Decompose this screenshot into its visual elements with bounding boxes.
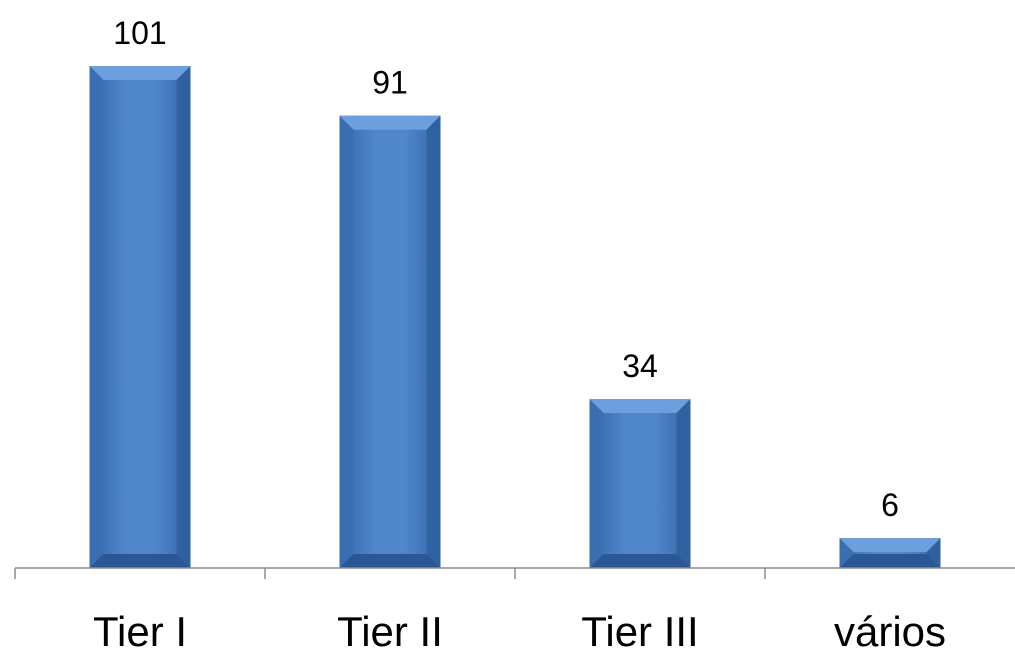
bar-1 [89,66,191,568]
data-label-2: 91 [372,65,408,101]
bar-bevel-left [589,399,604,568]
x-tick-label-1: Tier I [93,608,187,649]
data-label-1: 101 [113,15,166,51]
bar-bevel-bottom [89,554,191,568]
bar-bevel-right [676,399,691,568]
bar-bevel-right [926,538,941,568]
bar-3 [589,399,691,568]
bar-2 [339,115,441,568]
bar-bevel-left [339,115,354,568]
bar-bevel-top [89,66,191,80]
bar-bevel-left [89,66,104,568]
data-label-4: 6 [881,487,899,523]
bar-bevel-top [339,115,441,130]
data-label-3: 34 [622,348,658,384]
bar-bevel-bottom [339,554,441,568]
bar-4 [839,538,941,568]
bar-bevel-right [426,115,441,568]
bar-body [589,399,691,568]
bar-body [89,66,191,568]
data-labels-group: 101 91 34 6 [113,15,899,523]
x-axis: Tier I Tier II Tier III vários [14,567,1015,649]
bar-bevel-left [839,538,854,568]
bar-bevel-top [839,538,941,553]
bar-bevel-bottom [589,554,691,568]
bar-bevel-top [589,399,691,414]
x-tick-label-2: Tier II [337,608,443,649]
bar-bevel-bottom [839,554,941,568]
x-tick-label-3: Tier III [581,608,698,649]
x-tick-label-4: vários [834,608,946,649]
bars-group [89,66,941,568]
bar-body [339,115,441,568]
bar-bevel-right [176,66,191,568]
